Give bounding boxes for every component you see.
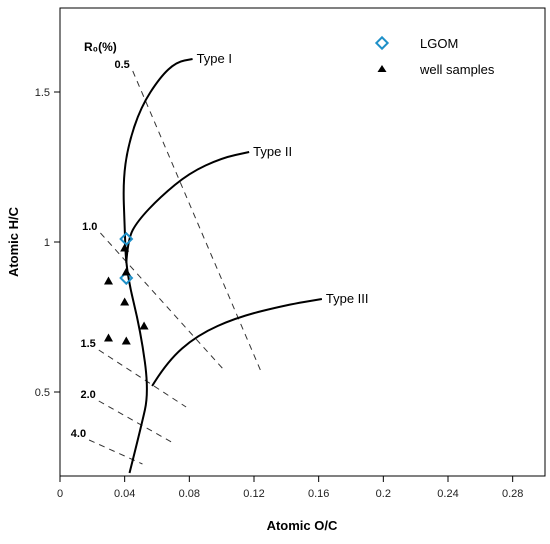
x-tick-label: 0.28 — [502, 488, 523, 500]
legend: LGOM well samples — [374, 35, 495, 77]
y-tick-label: 0.5 — [35, 387, 50, 399]
plot-frame — [59, 7, 546, 477]
well-sample-point — [120, 297, 130, 306]
type-curve-1 — [122, 58, 193, 474]
y-axis-label: Atomic H/C — [6, 206, 21, 277]
ro-axis-label: R₀(%) — [84, 40, 117, 54]
x-tick-label: 0.08 — [179, 488, 200, 500]
well-sample-point — [104, 276, 113, 285]
type-curve-label: Type III — [326, 291, 369, 306]
x-tick-label: 0.2 — [376, 488, 391, 500]
ro-line-label: 4.0 — [71, 428, 86, 440]
ro-line-label: 0.5 — [114, 59, 129, 71]
type-curve-label: Type I — [197, 51, 232, 66]
well-sample-point — [121, 267, 131, 276]
ro-lines: 0.5 1.0 1.5 2.0 4.0 — [71, 59, 263, 465]
ro-line-label: 1.5 — [81, 338, 96, 350]
legend-well-samples-label: well samples — [419, 62, 495, 77]
well-sample-point — [121, 336, 131, 345]
legend-lgom-label: LGOM — [420, 36, 458, 51]
ro-line-label: 1.0 — [82, 221, 97, 233]
well-sample-point — [120, 243, 130, 252]
data-points — [104, 231, 149, 345]
ro-line-label: 2.0 — [81, 389, 96, 401]
y-tick-label: 1 — [44, 237, 50, 249]
x-axis: 0 0.04 0.08 0.12 0.16 0.2 0.24 0.28 — [57, 476, 523, 500]
y-tick-label: 1.5 — [35, 87, 50, 99]
type-curve-label: Type II — [253, 144, 292, 159]
legend-lgom-marker — [374, 35, 390, 51]
x-tick-label: 0.24 — [437, 488, 458, 500]
x-tick-label: 0 — [57, 488, 63, 500]
lgom-point — [119, 231, 134, 247]
ro-line-1.0 — [100, 232, 226, 372]
legend-well-samples-marker — [377, 65, 387, 72]
well-sample-point — [139, 321, 149, 330]
y-axis: 0.5 1 1.5 — [35, 87, 60, 399]
x-axis-label: Atomic O/C — [267, 518, 338, 533]
type-curves: Type I Type II Type III — [122, 51, 369, 474]
type-curve-2 — [125, 151, 250, 264]
ro-line-0.5 — [132, 70, 263, 375]
x-tick-label: 0.12 — [243, 488, 264, 500]
x-tick-label: 0.04 — [114, 488, 135, 500]
type-curve-3 — [151, 298, 323, 387]
well-sample-point — [104, 333, 113, 342]
x-tick-label: 0.16 — [308, 488, 329, 500]
ro-line-2.0 — [98, 400, 174, 444]
